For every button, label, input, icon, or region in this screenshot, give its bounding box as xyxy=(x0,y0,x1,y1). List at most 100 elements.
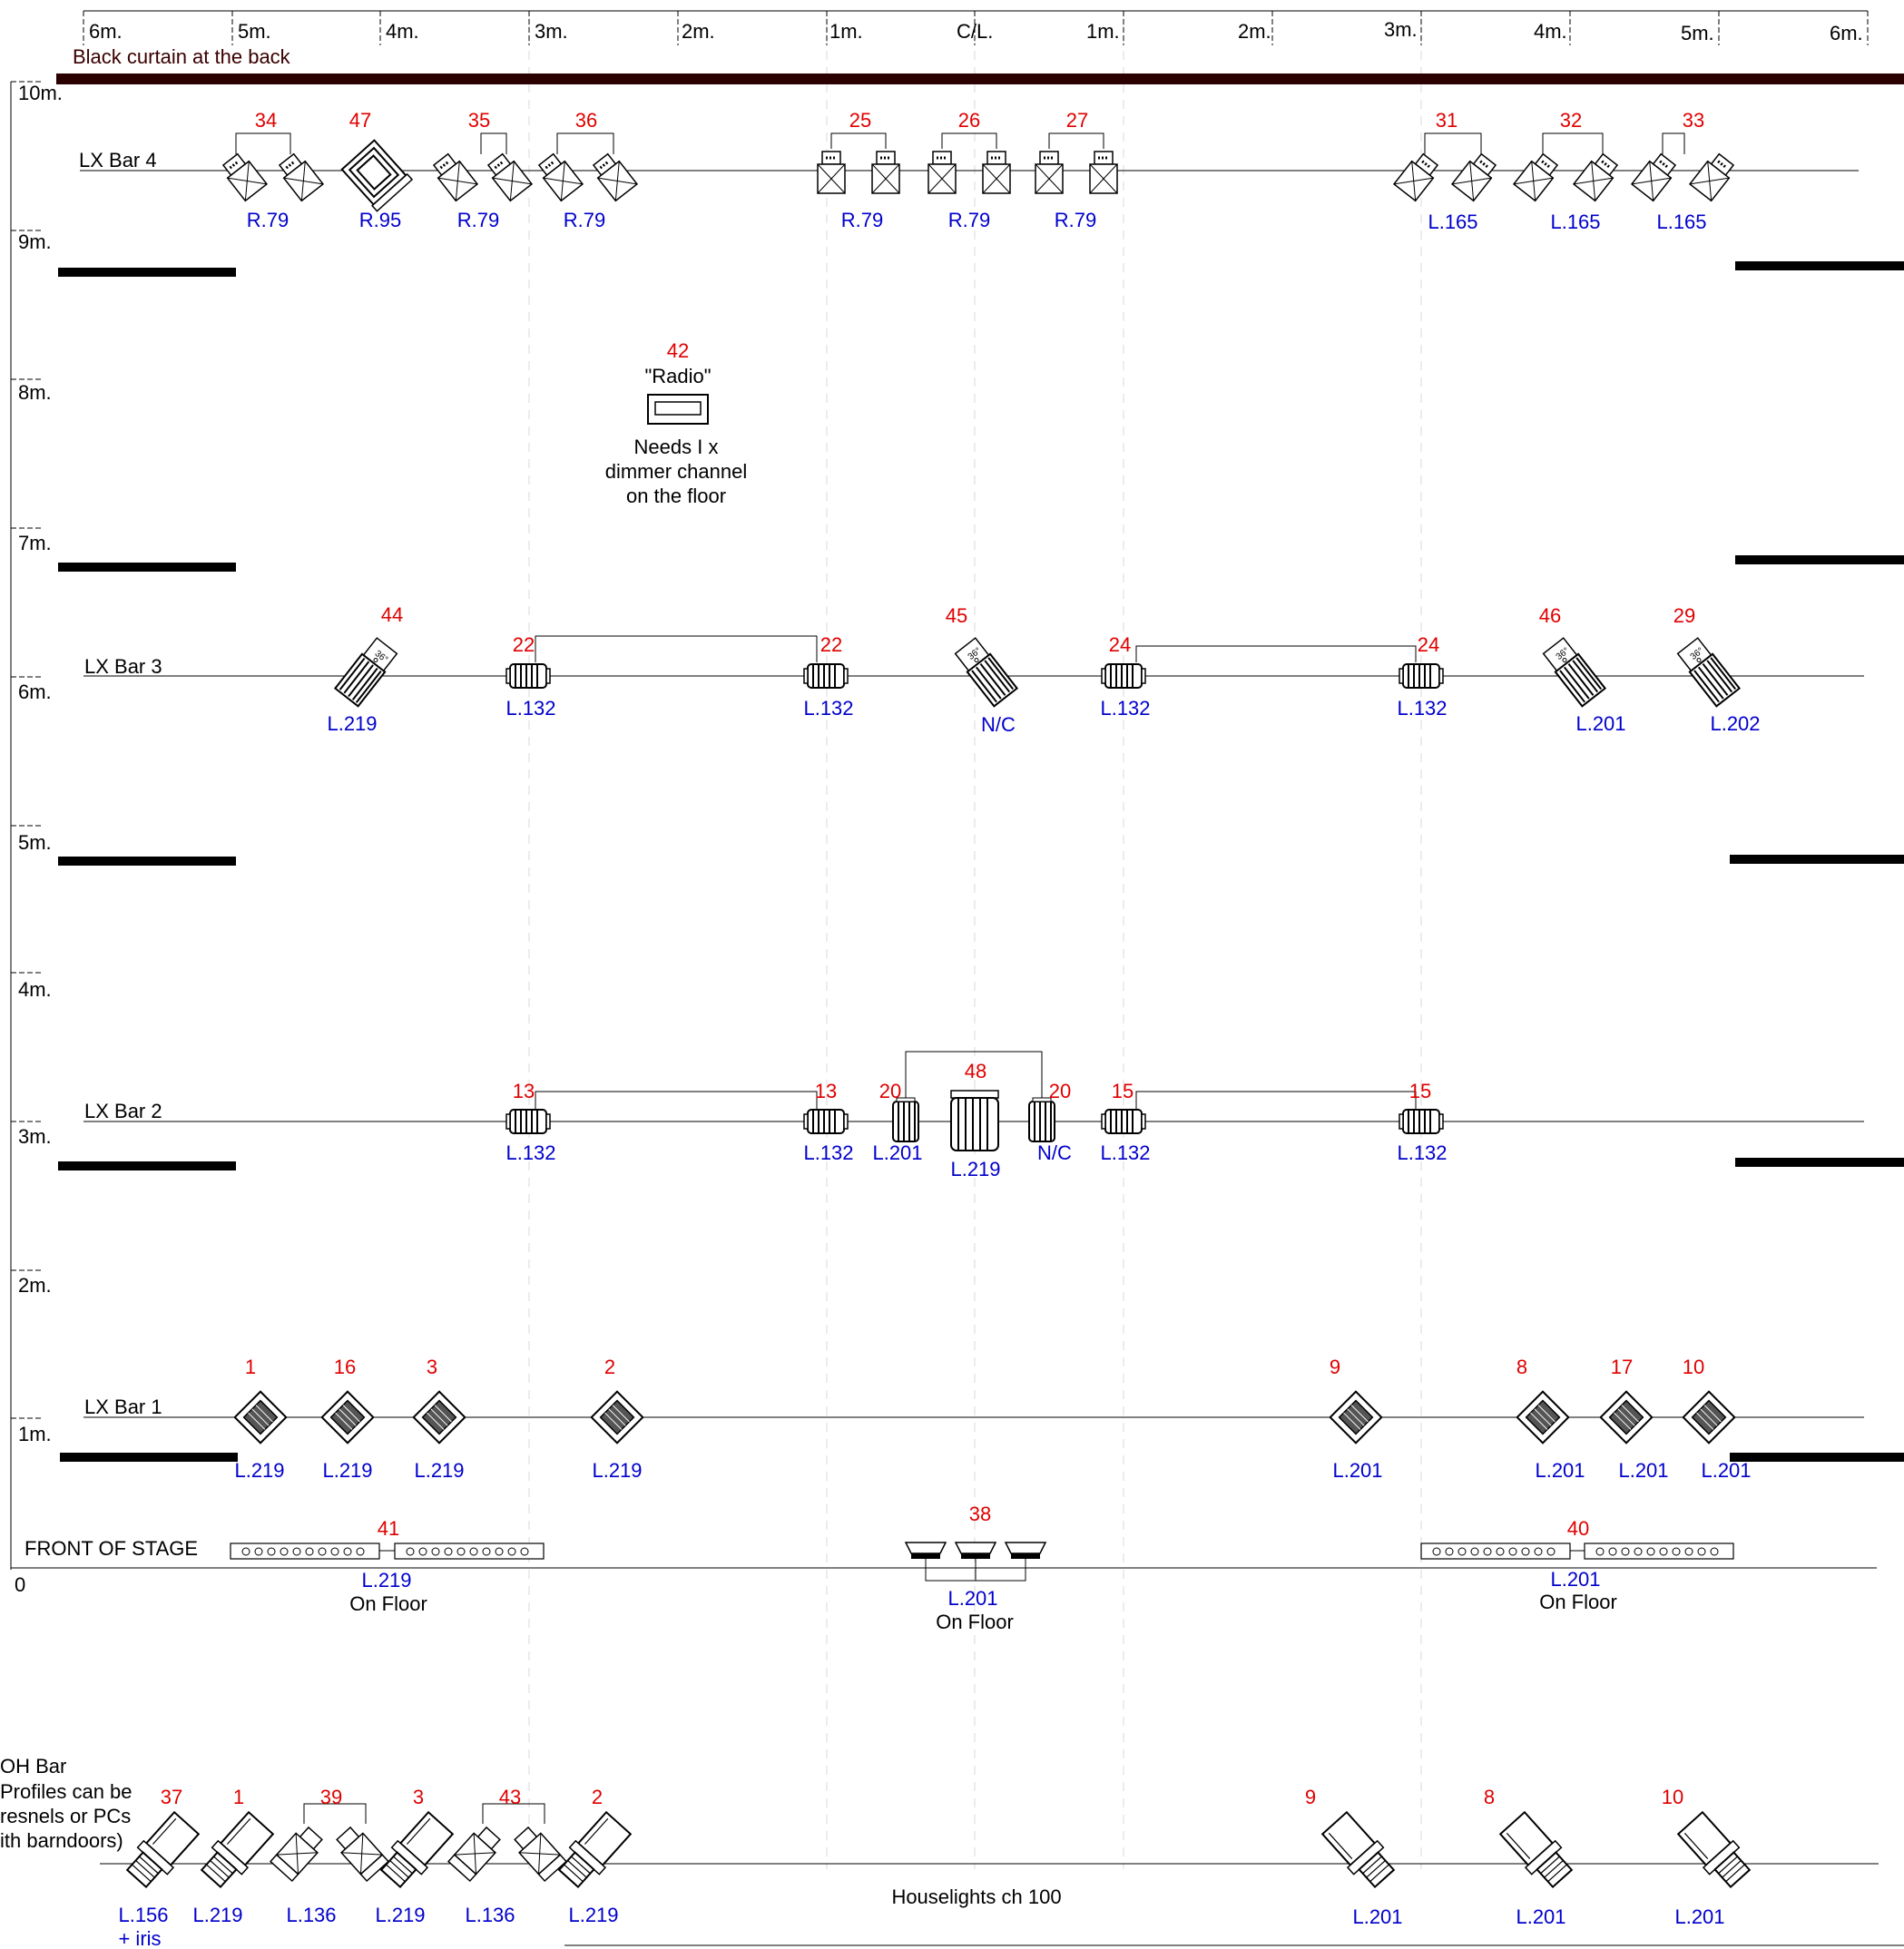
back-curtain-label: Black curtain at the back xyxy=(73,45,291,68)
foh-bar: OH Bar Profiles can be resnels or PCs it… xyxy=(0,1755,1904,1949)
profile-spot-icon xyxy=(509,1823,567,1882)
floor-note: On Floor xyxy=(349,1592,427,1615)
channel-number: 33 xyxy=(1683,109,1704,132)
channel-number: 10 xyxy=(1662,1786,1683,1808)
ruler-label-0: 0 xyxy=(15,1573,25,1596)
profile-spot-icon xyxy=(1392,150,1443,202)
channel-number: 26 xyxy=(958,109,980,132)
ruler-label-3m: 3m. xyxy=(18,1125,52,1148)
channel-number: 43 xyxy=(499,1786,521,1808)
front-of-stage-label: FRONT OF STAGE xyxy=(25,1537,198,1560)
profile-spot-icon xyxy=(588,150,639,202)
led-par-icon xyxy=(1516,1390,1570,1445)
gel-label: L.201 xyxy=(1516,1905,1565,1928)
bar-label: LX Bar 4 xyxy=(79,149,157,171)
ruler-label-7m: 7m. xyxy=(18,532,52,554)
profile-spot-icon xyxy=(447,1823,505,1882)
ruler-label-l3: 3m. xyxy=(535,20,568,43)
radio-note-line: Needs I x xyxy=(634,436,719,458)
ruler-label-10m: 10m. xyxy=(18,82,63,104)
ruler-label-cl: C/L. xyxy=(957,20,993,43)
gel-label: L.165 xyxy=(1550,211,1600,233)
profile-spot-icon xyxy=(1572,150,1623,202)
top-ruler: 6m. 5m. 4m. 3m. 2m. 1m. C/L. 1m. 2m. 3m.… xyxy=(83,10,1869,45)
led-par-icon xyxy=(590,1390,644,1445)
gel-label: L.132 xyxy=(505,1141,555,1164)
gel-label: L.201 xyxy=(1575,712,1625,735)
front-of-stage: FRONT OF STAGE 41 L.219 On Floor xyxy=(11,1503,1877,1633)
profile-spot-icon xyxy=(375,1808,456,1893)
gel-label: L.132 xyxy=(505,697,555,720)
radio-prop: 42 "Radio" Needs I x dimmer channel on t… xyxy=(605,339,748,507)
channel-number: 45 xyxy=(946,604,967,627)
profile-36-icon xyxy=(334,635,399,708)
ruler-label-6m: 6m. xyxy=(18,681,52,703)
masking-leg xyxy=(1735,1158,1904,1167)
masking-leg xyxy=(1735,555,1904,564)
channel-number: 2 xyxy=(604,1356,615,1378)
lx-bar-4: LX Bar 4 xyxy=(79,109,1859,233)
foh-bar-label-line: Profiles can be xyxy=(0,1780,132,1803)
masking-leg xyxy=(58,268,236,277)
wide-profile-icon xyxy=(340,139,414,212)
channel-number: 10 xyxy=(1683,1356,1704,1378)
profile-spot-icon xyxy=(1512,150,1563,202)
gel-label: N/C xyxy=(1037,1141,1072,1164)
large-fresnel-icon xyxy=(950,1090,999,1151)
gel-label: L.219 xyxy=(361,1569,411,1592)
led-par-icon xyxy=(1599,1390,1654,1445)
ruler-label-9m: 9m. xyxy=(18,230,52,253)
channel-number: 44 xyxy=(381,603,403,626)
profile-spot-icon xyxy=(927,150,957,195)
ruler-label-r1: 1m. xyxy=(1086,20,1120,43)
profile-spot-icon xyxy=(816,150,847,195)
gel-label: L.201 xyxy=(947,1587,997,1610)
profile-spot-icon xyxy=(1630,150,1681,202)
channel-number: 48 xyxy=(965,1060,986,1082)
gel-label: L.219 xyxy=(950,1158,1000,1180)
channel-number: 32 xyxy=(1560,109,1582,132)
channel-number: 41 xyxy=(378,1517,399,1540)
channel-number: 8 xyxy=(1516,1356,1527,1378)
gel-label: R.79 xyxy=(1055,209,1096,231)
foh-bar-label-line: resnels or PCs xyxy=(0,1805,131,1827)
fresnel-icon xyxy=(1101,663,1146,689)
ruler-label-r5: 5m. xyxy=(1681,22,1714,44)
gel-label: L.136 xyxy=(286,1904,336,1926)
channel-number: 25 xyxy=(849,109,871,132)
channel-number: 17 xyxy=(1611,1356,1633,1378)
gel-label: L.132 xyxy=(1100,1141,1150,1164)
channel-number: 22 xyxy=(513,633,535,656)
gel-label: L.202 xyxy=(1710,712,1760,735)
channel-number: 1 xyxy=(233,1786,244,1808)
radio-name: "Radio" xyxy=(644,365,711,387)
fresnel-icon xyxy=(1028,1097,1055,1142)
channel-number: 31 xyxy=(1436,109,1457,132)
profile-36-icon xyxy=(1675,635,1741,708)
profile-spot-icon xyxy=(483,150,534,202)
channel-number: 9 xyxy=(1330,1356,1340,1378)
masking-leg xyxy=(58,857,236,866)
gel-label: L.132 xyxy=(1100,697,1150,720)
grid-guides xyxy=(528,18,1422,1869)
channel-number: 40 xyxy=(1567,1517,1589,1540)
channel-number: 38 xyxy=(969,1503,991,1525)
lx-bar-3: LX Bar 3 44 22 22 45 24 24 46 29 L.219 L… xyxy=(83,603,1864,736)
fresnel-icon xyxy=(803,663,849,689)
fresnel-icon xyxy=(1101,1109,1146,1134)
gel-label: L.219 xyxy=(192,1904,242,1926)
gel-label: L.165 xyxy=(1656,211,1706,233)
profile-spot-icon xyxy=(195,1808,277,1893)
ruler-label-l1: 1m. xyxy=(829,20,863,43)
masking-leg xyxy=(58,1161,236,1170)
channel-number: 15 xyxy=(1112,1080,1134,1102)
profile-spot-icon xyxy=(981,150,1012,195)
radio-note-line: dimmer channel xyxy=(605,460,748,483)
foh-bar-label-line: OH Bar xyxy=(0,1755,66,1778)
ruler-label-8m: 8m. xyxy=(18,381,52,404)
channel-number: 3 xyxy=(413,1786,424,1808)
ruler-label-r6: 6m. xyxy=(1830,22,1863,44)
channel-number: 42 xyxy=(667,339,689,362)
channel-number: 24 xyxy=(1418,633,1439,656)
